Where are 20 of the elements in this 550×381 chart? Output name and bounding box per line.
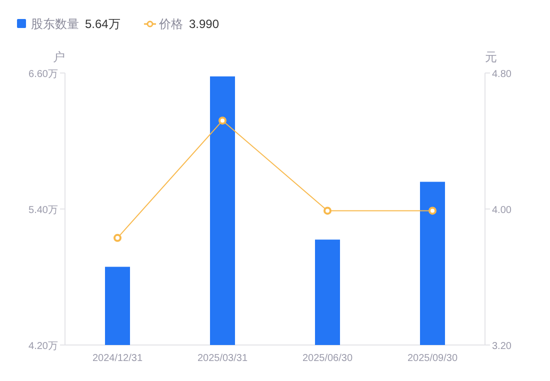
point (324, 206, 332, 215)
point (218, 116, 226, 125)
legend-label: 价格 (158, 17, 183, 31)
x-tick-label: 2024/12/31 (92, 353, 143, 364)
point (428, 206, 436, 215)
y2-tick-label: 4.00 (492, 205, 512, 216)
x-tick-label: 2025/03/31 (197, 353, 248, 364)
y2-tick-label: 4.80 (492, 69, 512, 80)
y-axis-title: 户 (53, 50, 65, 64)
y2-axis-title: 元 (485, 50, 497, 64)
legend-label: 股东数量 (31, 17, 79, 31)
text: 5.64万 (85, 17, 120, 31)
y-tick-label: 5.40万 (28, 205, 58, 216)
x-tick-label: 2025/09/30 (407, 353, 458, 364)
y-tick-label: 4.20万 (28, 341, 58, 352)
x-tick-label: 2025/06/30 (302, 353, 353, 364)
y-tick-label: 6.60万 (28, 69, 58, 80)
point (114, 234, 122, 242)
y2-tick-label: 3.20 (492, 341, 512, 352)
text: 3.990 (189, 17, 220, 31)
